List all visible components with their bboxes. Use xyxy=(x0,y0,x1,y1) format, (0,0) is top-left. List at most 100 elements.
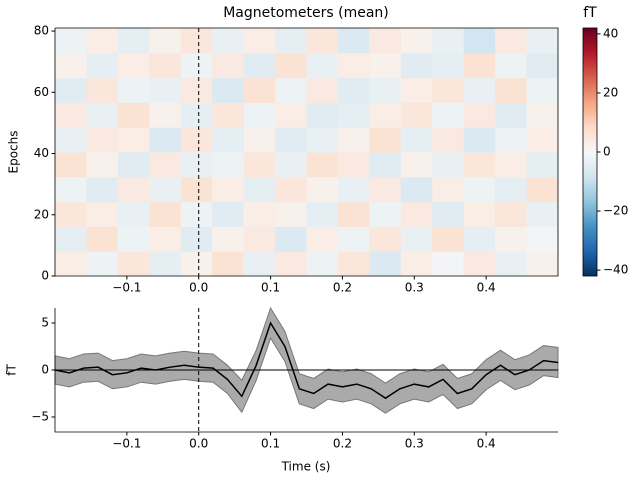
heatmap-cell xyxy=(463,226,496,252)
heatmap-cell xyxy=(275,201,307,227)
x-tick-label: 0.2 xyxy=(333,437,352,451)
heatmap-cell xyxy=(400,52,433,79)
heatmap-cell xyxy=(180,127,213,153)
heatmap-cell xyxy=(55,152,87,178)
colorbar-tick-label: 20 xyxy=(603,85,618,99)
heatmap-cell xyxy=(180,102,213,128)
heatmap-cell xyxy=(369,52,402,79)
heatmap-cell xyxy=(306,127,339,153)
heatmap-cell xyxy=(432,176,465,203)
heatmap-cell xyxy=(306,52,339,79)
heatmap-cell xyxy=(212,52,245,79)
heatmap-cell xyxy=(432,77,465,103)
heatmap-cell xyxy=(212,176,245,203)
heatmap-cell xyxy=(432,152,465,178)
heatmap-cell xyxy=(149,102,182,128)
heatmap-cell xyxy=(55,226,87,252)
heatmap-cell xyxy=(149,176,182,203)
heatmap-cell xyxy=(337,102,370,128)
axes-frame xyxy=(54,27,559,277)
heatmap-cell xyxy=(526,102,559,128)
y-tick-label: 0 xyxy=(41,363,49,377)
y-tick-label: 20 xyxy=(34,207,49,221)
x-tick-label: 0.0 xyxy=(189,281,208,295)
heatmap-cell xyxy=(180,226,213,252)
heatmap-cell xyxy=(432,251,465,277)
heatmap-cell xyxy=(400,201,433,227)
heatmap-cell xyxy=(495,176,528,203)
heatmap-cell xyxy=(86,251,119,277)
heatmap-cell xyxy=(369,251,402,277)
heatmap-cell xyxy=(180,77,213,103)
heatmap-cell xyxy=(495,28,528,54)
heatmap-cell xyxy=(86,201,119,227)
x-tick-label: 0.1 xyxy=(261,281,280,295)
heatmap-cell xyxy=(117,226,150,252)
y-tick-label: 60 xyxy=(34,85,49,99)
heatmap-cell xyxy=(400,28,433,54)
heatmap-cell xyxy=(86,77,119,103)
heatmap-cell xyxy=(526,152,559,178)
heatmap-cell xyxy=(432,127,465,153)
heatmap-cell xyxy=(243,52,276,79)
heatmap-cell xyxy=(369,28,402,54)
heatmap-cell xyxy=(369,77,402,103)
heatmap-cell xyxy=(243,77,276,103)
heatmap-cell xyxy=(463,251,496,277)
heatmap-cell xyxy=(86,102,119,128)
heatmap-cell xyxy=(495,102,528,128)
heatmap-cell xyxy=(86,52,119,79)
heatmap-cell xyxy=(526,226,559,252)
heatmap-cell xyxy=(180,152,213,178)
x-tick-label: −0.1 xyxy=(112,281,141,295)
heatmap-cell xyxy=(275,28,307,54)
heatmap-cell xyxy=(306,251,339,277)
heatmap-cell xyxy=(55,201,87,227)
heatmap-cell xyxy=(400,176,433,203)
heatmap-cell xyxy=(495,127,528,153)
heatmap-cell xyxy=(243,28,276,54)
colorbar-tick-label: 40 xyxy=(603,26,618,40)
heatmap-cell xyxy=(275,52,307,79)
x-tick-label: 0.4 xyxy=(477,437,496,451)
heatmap-cell xyxy=(180,52,213,79)
heatmap-cell xyxy=(180,28,213,54)
heatmap-cell xyxy=(149,152,182,178)
colorbar-tick-label: 0 xyxy=(603,145,611,159)
heatmap-cell xyxy=(463,28,496,54)
axes-frame xyxy=(54,308,558,433)
heatmap-cell xyxy=(243,251,276,277)
heatmap-cell xyxy=(369,201,402,227)
heatmap-cell xyxy=(432,28,465,54)
heatmap-cell xyxy=(149,226,182,252)
heatmap-cell xyxy=(306,77,339,103)
heatmap-cell xyxy=(55,251,87,277)
colorbar-tick-label: −20 xyxy=(603,204,628,218)
y-tick-label: 5 xyxy=(41,316,49,330)
heatmap-cell xyxy=(55,176,87,203)
heatmap-cell xyxy=(463,52,496,79)
heatmap-cell xyxy=(337,152,370,178)
heatmap-cell xyxy=(243,152,276,178)
heatmap-cell xyxy=(86,28,119,54)
heatmap-cell xyxy=(149,52,182,79)
y-tick-label: 0 xyxy=(41,269,49,283)
x-tick-label: 0.4 xyxy=(477,281,496,295)
heatmap-cell xyxy=(306,226,339,252)
heatmap-cell xyxy=(526,251,559,277)
heatmap-cell xyxy=(400,102,433,128)
heatmap-cell xyxy=(55,28,87,54)
heatmap-cell xyxy=(275,127,307,153)
heatmap-cell xyxy=(400,152,433,178)
x-tick-label: 0.1 xyxy=(261,437,280,451)
heatmap-cell xyxy=(463,102,496,128)
heatmap-cell xyxy=(149,201,182,227)
heatmap-cell xyxy=(275,152,307,178)
confidence-band xyxy=(54,306,559,414)
heatmap-cell xyxy=(243,127,276,153)
heatmap-cell xyxy=(337,28,370,54)
heatmap-cell xyxy=(117,77,150,103)
heatmap-cell xyxy=(149,251,182,277)
y-tick-label: 80 xyxy=(34,24,49,38)
heatmap-cell xyxy=(117,152,150,178)
